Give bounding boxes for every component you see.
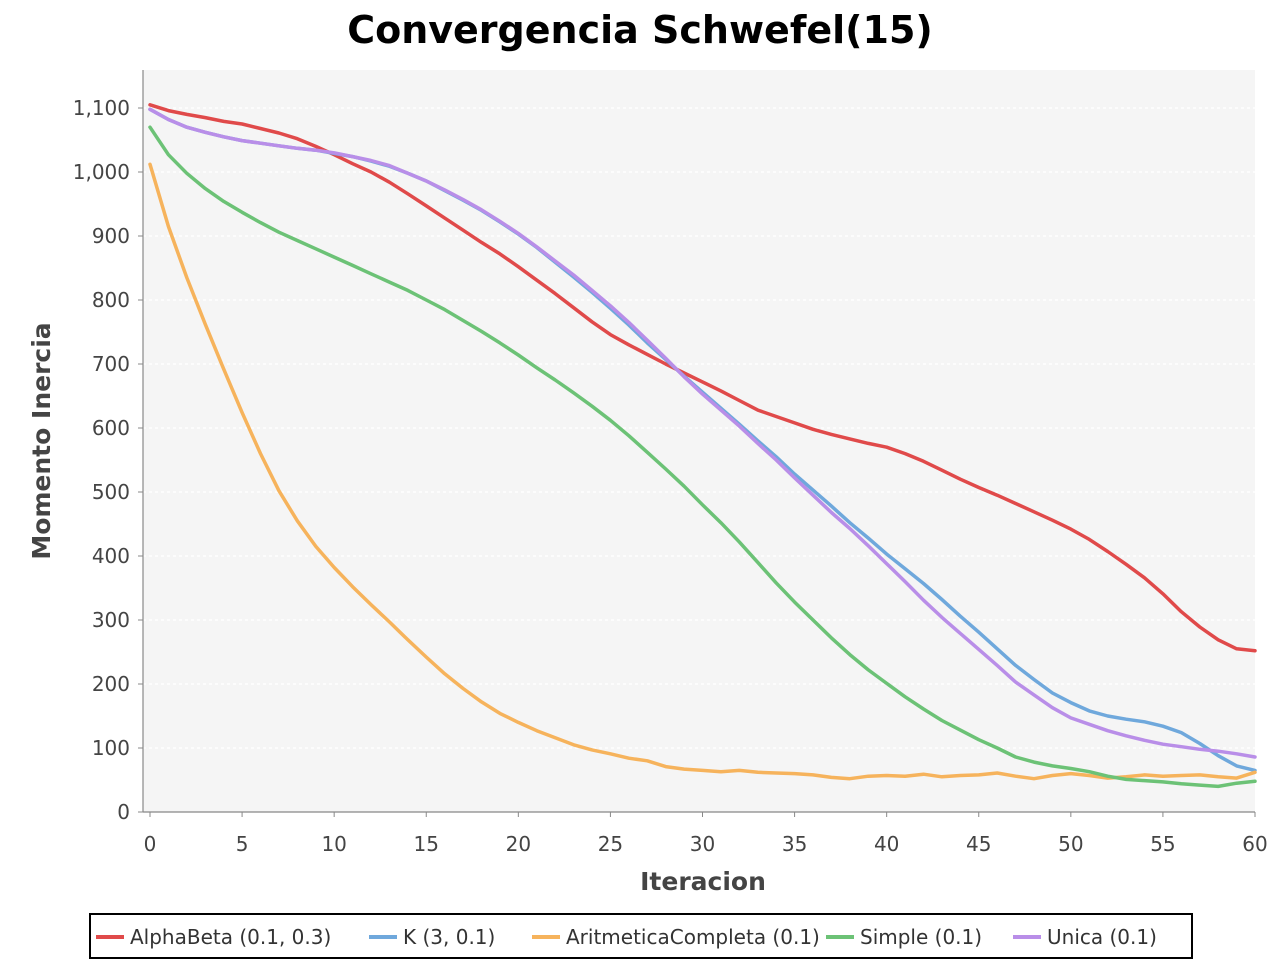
x-tick-label: 15 xyxy=(414,832,439,856)
legend-label-2: AritmeticaCompleta (0.1) xyxy=(566,925,820,949)
plot-area xyxy=(143,70,1255,812)
x-tick-label: 20 xyxy=(506,832,531,856)
legend-label-4: Unica (0.1) xyxy=(1047,925,1157,949)
y-tick-label: 800 xyxy=(92,288,130,312)
legend-label-3: Simple (0.1) xyxy=(860,925,982,949)
legend-label-1: K (3, 0.1) xyxy=(403,925,495,949)
series-line-2 xyxy=(148,162,1257,781)
axes xyxy=(138,70,1256,817)
y-tick-label: 400 xyxy=(92,544,130,568)
series-layer xyxy=(148,103,1257,789)
x-tick-label: 60 xyxy=(1242,832,1267,856)
x-tick-label: 35 xyxy=(782,832,807,856)
y-tick-label: 1,000 xyxy=(73,160,130,184)
x-tick-labels: 0 5 10 15 20 25 30 35 40 45 50 55 60 xyxy=(144,832,1268,856)
x-tick-label: 50 xyxy=(1058,832,1083,856)
y-tick-label: 900 xyxy=(92,224,130,248)
y-tick-label: 1,100 xyxy=(73,96,130,120)
legend-label-0: AlphaBeta (0.1, 0.3) xyxy=(130,925,331,949)
y-tick-label: 500 xyxy=(92,480,130,504)
y-tick-label: 600 xyxy=(92,416,130,440)
y-tick-label: 200 xyxy=(92,672,130,696)
x-tick-label: 45 xyxy=(966,832,991,856)
series-line-3 xyxy=(148,125,1257,789)
series-line-4 xyxy=(148,107,1257,759)
legend: AlphaBeta (0.1, 0.3) K (3, 0.1) Aritmetica… xyxy=(89,913,1193,959)
x-axis-title: Iteracion xyxy=(640,867,766,896)
x-tick-label: 10 xyxy=(321,832,346,856)
x-tick-label: 55 xyxy=(1150,832,1175,856)
x-tick-label: 30 xyxy=(690,832,715,856)
grid-lines xyxy=(143,107,1255,749)
x-tick-label: 0 xyxy=(144,832,157,856)
chart-title: Convergencia Schwefel(15) xyxy=(347,8,933,52)
y-axis-title: Momento Inercia xyxy=(27,322,56,559)
x-tick-label: 5 xyxy=(236,832,249,856)
y-tick-label: 300 xyxy=(92,608,130,632)
y-tick-label: 0 xyxy=(117,800,130,824)
x-tick-label: 25 xyxy=(598,832,623,856)
y-tick-label: 700 xyxy=(92,352,130,376)
x-tick-label: 40 xyxy=(874,832,899,856)
y-tick-labels: 0 100 200 300 400 500 600 700 800 900 1,000 1,100 xyxy=(73,96,130,824)
legend-items: AlphaBeta (0.1, 0.3) K (3, 0.1) Aritmetica… xyxy=(96,925,1157,949)
y-tick-label: 100 xyxy=(92,736,130,760)
legend-frame xyxy=(89,913,1193,959)
